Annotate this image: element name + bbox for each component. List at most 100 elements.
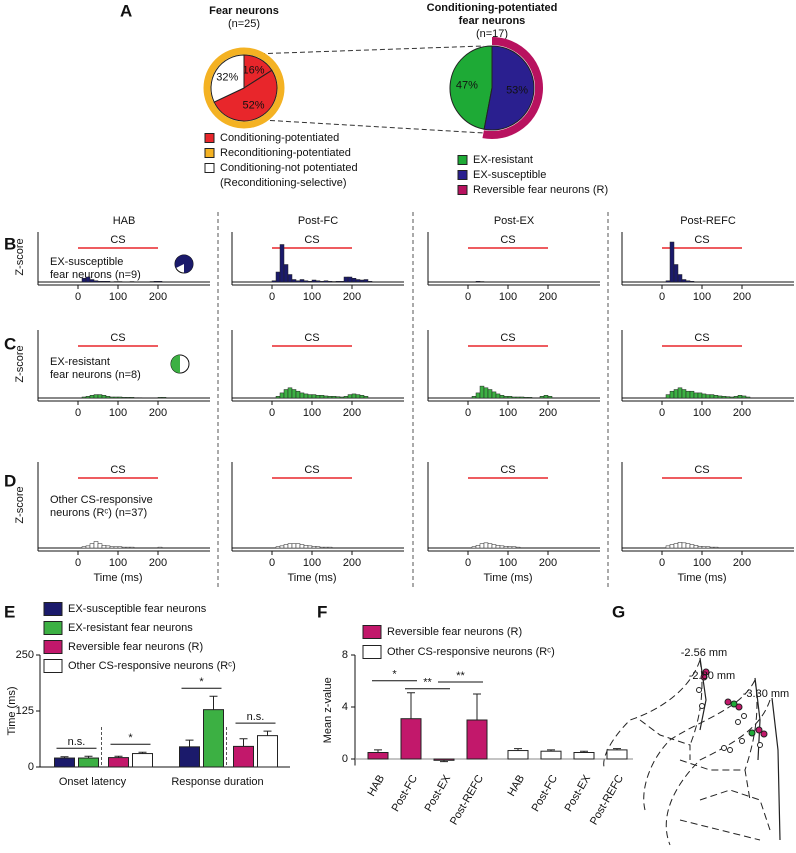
histogram-bar: [507, 396, 513, 399]
histogram-bar: [311, 279, 317, 283]
panel-label: E: [4, 602, 15, 621]
histogram-bar: [93, 394, 99, 399]
x-tick-label: Post-EX: [423, 772, 454, 814]
bar: [367, 752, 389, 760]
legend-label: Conditioning-not potentiated: [220, 162, 358, 174]
histogram-bar: [511, 546, 517, 549]
histogram-bar: [315, 280, 321, 283]
histogram-bar: [279, 244, 285, 283]
histogram-bar: [275, 271, 281, 283]
pie-title: Fear neurons: [209, 5, 279, 17]
histogram-bar: [295, 543, 301, 549]
x-tick-label: 100: [109, 291, 127, 303]
histogram-bar: [335, 396, 341, 399]
y-axis-label: Z-score: [14, 238, 26, 275]
legend-label: Reversible fear neurons (R): [473, 184, 608, 196]
x-tick-label: 200: [733, 291, 751, 303]
row-label: Other CS-responsive: [50, 494, 153, 506]
x-tick-label: 0: [269, 291, 275, 303]
x-tick-label: 200: [343, 291, 361, 303]
pie-subtitle: (n=25): [228, 18, 260, 30]
histogram-bar: [673, 389, 679, 399]
histogram-bar: [689, 281, 695, 283]
histogram-bar: [129, 397, 135, 399]
histogram-bar: [487, 389, 493, 399]
histogram-bar: [673, 264, 679, 283]
panel-label: G: [612, 602, 625, 621]
error-bar: [440, 760, 448, 763]
y-tick-label: 125: [16, 705, 34, 717]
bar: [203, 709, 224, 768]
histogram-bar: [149, 281, 155, 283]
panel-label: D: [4, 471, 16, 490]
column-title: Post-EX: [494, 215, 535, 227]
histogram-bar: [709, 394, 715, 399]
histogram-bar: [495, 393, 501, 399]
histogram-bar: [713, 395, 719, 399]
histogram-bar: [343, 276, 349, 283]
histogram-bar: [697, 392, 703, 399]
pie-ring: [203, 47, 285, 129]
histogram-bar: [499, 395, 505, 399]
histogram-bar: [291, 279, 297, 283]
x-tick-label: 0: [465, 557, 471, 569]
cs-label: CS: [110, 464, 125, 476]
histogram-bar: [681, 389, 687, 399]
x-tick-label: 200: [733, 407, 751, 419]
histogram-bar: [93, 541, 99, 549]
histogram-bar: [287, 387, 293, 399]
y-axis-label: Z-score: [14, 345, 26, 382]
legend-swatch: [43, 621, 63, 635]
x-tick-label: 0: [269, 407, 275, 419]
histogram-bar: [685, 280, 691, 283]
histogram-bar: [693, 545, 699, 549]
x-tick-label: Post-FC: [530, 773, 561, 814]
histogram-bar: [81, 396, 87, 399]
histogram-bar: [97, 281, 103, 283]
histogram-bar: [701, 546, 707, 549]
legend-swatch: [457, 185, 468, 195]
row-label: neurons (Rᶜ) (n=37): [50, 507, 147, 519]
x-axis-label: Time (ms): [483, 572, 532, 584]
x-tick-label: 0: [75, 291, 81, 303]
histogram-bar: [279, 392, 285, 399]
histogram-bar: [113, 281, 119, 283]
histogram-bar: [713, 546, 719, 549]
x-tick-label: 0: [659, 291, 665, 303]
histogram-bar: [271, 280, 277, 283]
error-bar: [374, 749, 382, 753]
histogram-bar: [275, 396, 281, 399]
histogram-bar: [287, 543, 293, 549]
legend-label: EX-resistant fear neurons: [68, 622, 193, 634]
histogram-bar: [347, 276, 353, 283]
bar: [507, 750, 529, 760]
cs-label: CS: [500, 464, 515, 476]
pie-slice: [449, 45, 493, 130]
histogram-bar: [299, 279, 305, 283]
legend-label: EX-resistant: [473, 154, 533, 166]
x-tick-label: 200: [149, 557, 167, 569]
error-bar: [138, 751, 147, 754]
row-label: fear neurons (n=9): [50, 269, 141, 281]
histogram-bar: [319, 546, 325, 549]
x-tick-label: 100: [499, 291, 517, 303]
histogram-bar: [669, 241, 675, 283]
histogram-bar: [339, 396, 345, 399]
histogram-bar: [331, 281, 337, 283]
significance-label: *: [128, 732, 133, 744]
histogram-bar: [697, 546, 703, 549]
histogram-bar: [495, 545, 501, 549]
x-tick-label: 0: [269, 557, 275, 569]
histogram-bar: [721, 396, 727, 399]
histogram-bar: [85, 396, 91, 399]
x-tick-label: 0: [75, 407, 81, 419]
histogram-bar: [693, 392, 699, 399]
histogram-bar: [303, 280, 309, 283]
x-tick-label: Post-FC: [390, 773, 421, 814]
x-tick-label: Response duration: [171, 776, 263, 788]
histogram-bar: [105, 396, 111, 399]
error-bar: [209, 695, 218, 710]
histogram-bar: [491, 544, 497, 549]
histogram-bar: [475, 281, 481, 283]
histogram-bar: [153, 281, 159, 283]
